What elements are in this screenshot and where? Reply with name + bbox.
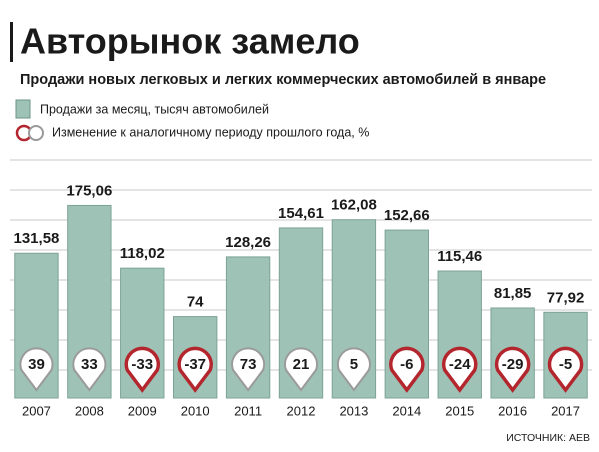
data-label: 118,02	[120, 245, 165, 262]
x-tick-label: 2012	[287, 403, 316, 418]
data-label: 74	[187, 294, 204, 311]
source-note: ИСТОЧНИК: АЕВ	[506, 432, 590, 444]
chart-title: Авторынок замело	[20, 21, 360, 62]
change-label: -33	[131, 356, 153, 373]
change-label: 21	[293, 356, 310, 373]
x-tick-label: 2015	[445, 403, 474, 418]
data-label: 77,92	[547, 289, 585, 306]
change-label: 33	[81, 356, 98, 373]
change-pin	[494, 346, 531, 393]
change-pin	[72, 347, 107, 392]
title-accent	[10, 22, 13, 62]
chart-subtitle: Продажи новых легковых и легких коммерче…	[20, 72, 546, 88]
change-pin	[441, 346, 478, 393]
change-label: -29	[502, 356, 524, 373]
x-tick-label: 2007	[22, 403, 51, 418]
x-tick-label: 2016	[498, 403, 527, 418]
change-label: -37	[184, 356, 206, 373]
change-pin	[177, 346, 213, 393]
change-pin	[336, 347, 371, 392]
data-label: 81,85	[494, 285, 532, 302]
change-pin	[547, 346, 584, 393]
data-label: 131,58	[14, 230, 60, 247]
legend-swatch-pins	[15, 124, 44, 142]
data-label: 175,06	[66, 182, 112, 199]
change-pin	[19, 347, 54, 392]
change-label: -24	[449, 356, 471, 373]
change-pin	[124, 346, 161, 393]
legend-entry: Продажи за месяц, тысяч автомобилей	[40, 102, 269, 116]
x-tick-label: 2008	[75, 403, 104, 418]
change-pin	[389, 346, 425, 393]
x-tick-label: 2009	[128, 403, 157, 418]
change-label: -5	[559, 356, 572, 373]
data-label: 162,08	[331, 197, 377, 214]
data-label: 115,46	[437, 248, 482, 265]
x-tick-label: 2011	[234, 403, 262, 418]
legend-swatch-bars	[15, 99, 31, 119]
data-label: 128,26	[225, 234, 271, 251]
change-pin	[284, 347, 318, 392]
change-label: 39	[28, 356, 45, 373]
change-label: 73	[240, 356, 257, 373]
change-label: -6	[400, 356, 413, 373]
x-tick-label: 2017	[551, 403, 580, 418]
x-tick-label: 2014	[392, 403, 421, 418]
legend-entry: Изменение к аналогичному периоду прошлог…	[52, 125, 369, 139]
x-tick-label: 2010	[181, 403, 210, 418]
data-label: 152,66	[384, 207, 430, 224]
x-tick-label: 2013	[339, 403, 368, 418]
change-label: 5	[350, 356, 358, 373]
data-label: 154,61	[278, 205, 324, 222]
change-pin	[231, 347, 266, 392]
